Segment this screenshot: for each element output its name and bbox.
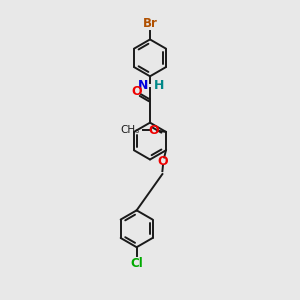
- Text: CH₃: CH₃: [121, 125, 140, 135]
- Text: O: O: [148, 124, 159, 136]
- Text: O: O: [132, 85, 142, 98]
- Text: O: O: [158, 155, 168, 168]
- Text: N: N: [138, 79, 148, 92]
- Text: H: H: [154, 79, 164, 92]
- Text: Cl: Cl: [130, 257, 143, 270]
- Text: Br: Br: [142, 17, 158, 30]
